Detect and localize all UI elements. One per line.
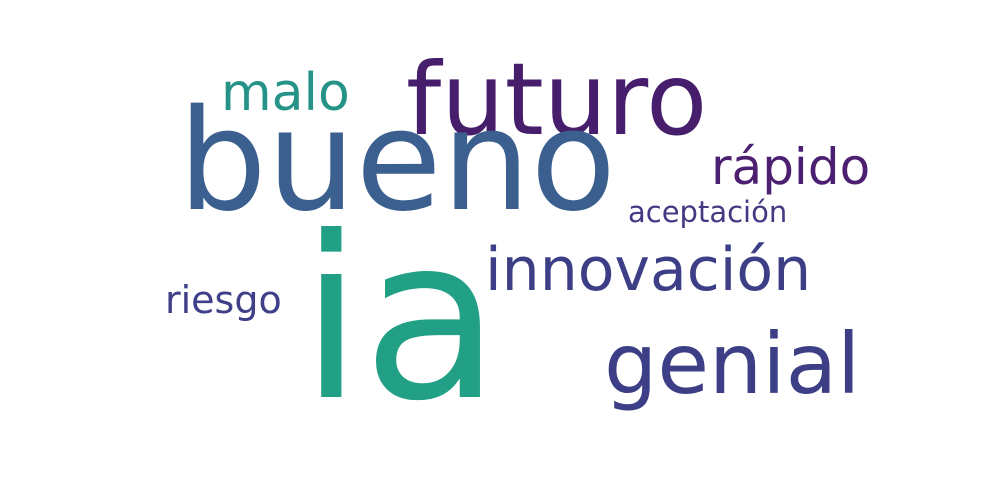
word-aceptacion: aceptación — [628, 195, 788, 229]
word-rapido: rápido — [711, 138, 871, 196]
word-genial: genial — [604, 315, 861, 413]
word-futuro: futuro — [406, 41, 708, 158]
word-bueno: bueno — [178, 80, 617, 243]
word-riesgo: riesgo — [165, 278, 282, 322]
word-ia: ia — [300, 189, 501, 451]
word-malo: malo — [221, 63, 350, 123]
word-innovacion: innovación — [485, 235, 812, 305]
